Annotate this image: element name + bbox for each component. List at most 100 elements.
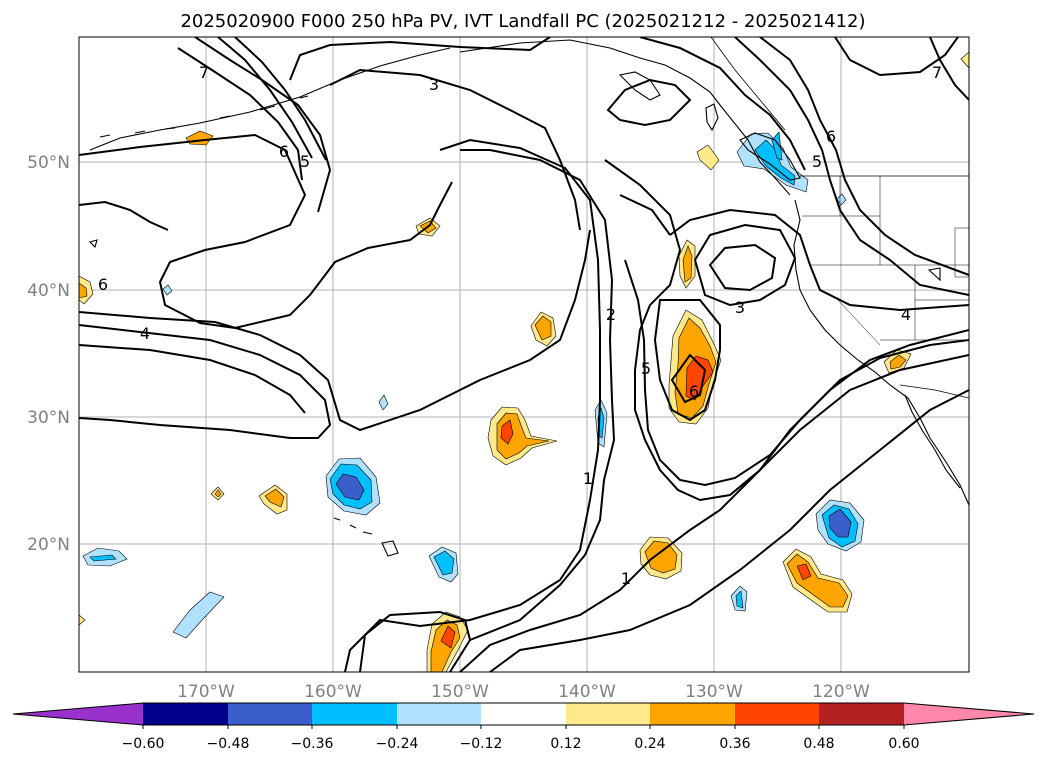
- colorbar-tick-label: −0.24: [376, 736, 419, 752]
- anomaly-patch-132w-33n: [668, 309, 722, 425]
- contour-label: 4: [140, 324, 150, 343]
- contour-label: 4: [901, 305, 911, 324]
- colorbar-segment: [650, 703, 735, 725]
- anomaly-patch-173w-19n: [82, 547, 128, 567]
- map-frame: [78, 36, 970, 673]
- contour-4-west: [79, 324, 332, 439]
- colorbar-tick-label: −0.60: [122, 736, 165, 752]
- colorbar: −0.60 −0.48 −0.36 −0.24 −0.12 0.12 0.24 …: [12, 702, 1035, 752]
- anomaly-patch-143w-37n: [530, 311, 557, 347]
- lon-label: 160°W: [304, 682, 362, 702]
- anomaly-patch-135w-19n: [639, 536, 683, 580]
- coastlines: [88, 39, 969, 557]
- contour-2-arc: [329, 68, 581, 231]
- contour-outer-7: [177, 47, 303, 181]
- lon-label: 130°W: [685, 682, 743, 702]
- north-america-west-coast: [793, 199, 969, 506]
- contour-north-small: [79, 200, 169, 231]
- contour-label: 5: [300, 152, 310, 171]
- anomaly-patch-169w-15n: [172, 591, 225, 639]
- anomaly-patch-134w-42n: [678, 239, 696, 289]
- lat-label: 40°N: [27, 281, 70, 301]
- contour-label: 1: [583, 469, 593, 488]
- contour-label: 6: [98, 275, 108, 294]
- colorbar-tick-label: 0.24: [634, 736, 665, 752]
- colorbar-tick-label: −0.36: [291, 736, 334, 752]
- anomaly-patch-small-blue: [162, 193, 847, 411]
- contour-label: 7: [199, 63, 209, 82]
- colorbar-segment: [819, 703, 904, 725]
- colorbar-segment: [904, 703, 1034, 725]
- contour-label: 3: [735, 298, 745, 317]
- anomaly-patch-117w-57n: [960, 51, 969, 69]
- contour-west-inner: [79, 344, 306, 414]
- colorbar-segment: [13, 703, 143, 725]
- contour-4-north: [639, 37, 806, 171]
- contour-1-southeast: [489, 389, 969, 672]
- lat-label: 50°N: [27, 153, 70, 173]
- colorbar-tick-label: 0.48: [803, 736, 834, 752]
- contour-labels: 1 1 2 3 3 4 4 5 5 5 6 6 6 6 7 7: [98, 63, 942, 588]
- latitude-labels: 50°N 40°N 30°N 20°N: [27, 153, 70, 555]
- contour-label: 3: [429, 75, 439, 94]
- alaska-peninsula-coast: [89, 47, 451, 151]
- contour-label: 5: [812, 152, 822, 171]
- anomaly-patch-122w-17n: [782, 548, 853, 613]
- anomaly-patch-west-edge-13n: [79, 614, 86, 626]
- contour-1-trough: [344, 138, 601, 672]
- contour-1-large: [459, 354, 969, 672]
- lon-label: 120°W: [812, 682, 870, 702]
- contour-3-arc: [289, 37, 551, 81]
- lon-label: 140°W: [558, 682, 616, 702]
- lat-label: 30°N: [27, 408, 70, 428]
- hawaii-islands: [333, 517, 399, 557]
- anomaly-patch-145w-28n: [487, 406, 558, 466]
- colorbar-segment: [735, 703, 819, 725]
- contour-6-small: [670, 353, 707, 404]
- colorbar-segment: [481, 703, 566, 725]
- anomaly-patch-124w-50n: [736, 131, 809, 193]
- contour-south-center: [359, 610, 472, 672]
- anomaly-patch-165w-23n: [258, 484, 288, 515]
- colorbar-ticks: [142, 725, 905, 729]
- baja-california: [904, 394, 961, 489]
- contour-5-east: [759, 37, 969, 276]
- contour-2-eastern: [669, 208, 969, 312]
- anomaly-patch-134w-50n: [696, 144, 720, 171]
- anomaly-patch-148w-18n: [428, 546, 459, 583]
- anomaly-patch-128w-15n: [730, 585, 748, 612]
- colorbar-tick-label: −0.48: [207, 736, 250, 752]
- colorbar-tick-label: 0.60: [888, 736, 919, 752]
- contour-label: 2: [606, 305, 616, 324]
- pv-contours: [79, 37, 969, 672]
- lat-label: 20°N: [27, 535, 70, 555]
- contour-3-inner-loop: [708, 243, 777, 292]
- lon-label: 170°W: [177, 682, 235, 702]
- contour-north-west-loop: [79, 133, 453, 330]
- colorbar-tick-label: −0.12: [460, 736, 503, 752]
- anomaly-patch-150w-12n: [426, 611, 469, 672]
- colorbar-tick-label: 0.12: [550, 736, 581, 752]
- contour-east-far: [929, 37, 969, 101]
- graticule: [79, 37, 969, 672]
- map-content: 1 1 2 3 3 4 4 5 5 5 6 6 6 6 7 7: [79, 37, 969, 672]
- contour-alaska-loop: [606, 78, 692, 127]
- colorbar-segment: [143, 703, 228, 725]
- alaska-canada-border: [710, 37, 786, 131]
- haida-gwaii: [705, 103, 719, 132]
- state-borders: [802, 176, 969, 346]
- contour-3-eastern-loop: [693, 223, 797, 307]
- aleutian-chain: [99, 95, 309, 138]
- contour-label: 7: [932, 63, 942, 82]
- anomaly-patch-121w-21n: [815, 499, 865, 552]
- vancouver-island: [739, 132, 801, 181]
- colorbar-segment: [228, 703, 312, 725]
- contour-label: 1: [621, 569, 631, 588]
- contour-5-trough: [653, 299, 721, 422]
- anomaly-patch-west-edge: [79, 275, 94, 305]
- contour-label: 6: [826, 127, 836, 146]
- anomaly-patch-158w-25n: [325, 457, 381, 516]
- gulf-of-alaska-islands: [618, 71, 661, 101]
- lon-label: 150°W: [431, 682, 489, 702]
